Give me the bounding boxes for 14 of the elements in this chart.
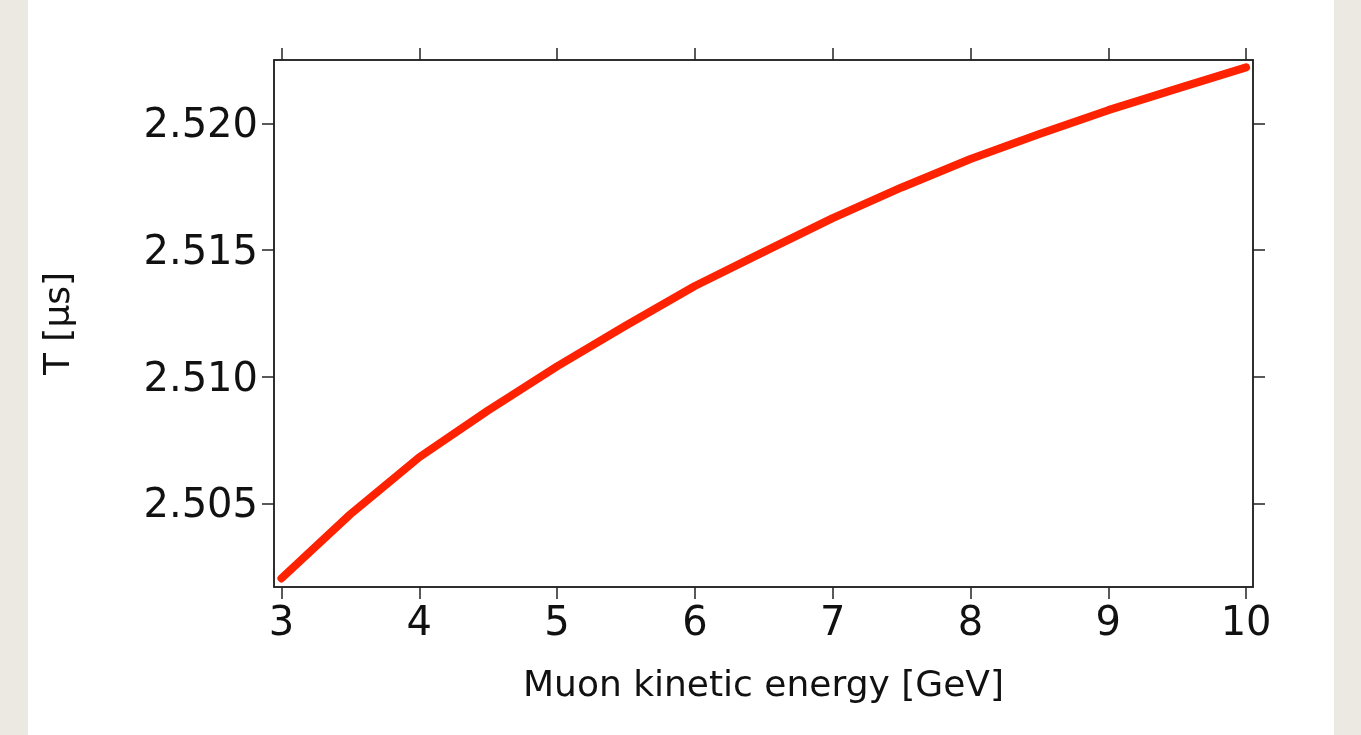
x-tick-label: 4 <box>406 598 432 644</box>
x-tick-label: 9 <box>1095 598 1122 644</box>
x-tick-label: 7 <box>819 598 846 644</box>
x-tick-label: 8 <box>957 598 984 644</box>
y-axis-title: T [μs] <box>35 271 77 377</box>
x-tick-label: 3 <box>268 598 295 644</box>
y-tick-label: 2.520 <box>143 100 258 147</box>
y-tick-label: 2.515 <box>143 227 258 274</box>
y-tick-label: 2.510 <box>143 353 258 400</box>
y-tick-label: 2.505 <box>143 480 258 527</box>
x-tick-label: 5 <box>544 598 570 644</box>
x-tick-label: 10 <box>1220 598 1272 644</box>
x-axis-title: Muon kinetic energy [GeV] <box>523 662 1004 704</box>
x-tick-label: 6 <box>682 598 708 644</box>
